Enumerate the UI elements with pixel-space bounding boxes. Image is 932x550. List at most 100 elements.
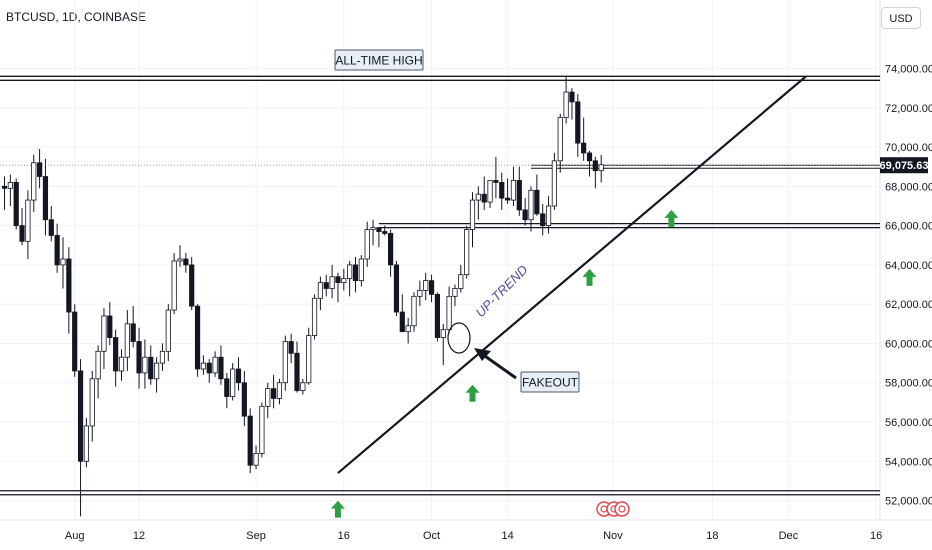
candle-body [72,311,78,372]
candle-body [545,205,552,227]
candle-body [317,282,324,299]
candle-body [364,229,370,260]
candle-body [446,295,452,331]
price-tick-label: 74,000.00 [885,64,932,76]
fakeout-label: FAKEOUT [522,376,579,390]
last-price-label: 69,075.63 [880,160,929,172]
candle-body [510,180,517,201]
candle-body [265,388,271,407]
candle-body [224,378,230,397]
candle-body [241,382,247,417]
fakeout-box [520,371,580,393]
candle-body [25,199,31,242]
candle-body [387,233,394,266]
candle-body [7,182,13,189]
candle-body [469,199,476,230]
candle-body [259,405,265,454]
candle-body [504,197,511,201]
fakeout-arrowhead-icon [474,348,491,361]
candle-body [1,185,8,189]
candle-body [13,182,19,227]
candle-body [288,341,294,354]
candle-body [247,415,253,466]
candle-body [153,362,160,380]
candle-body [60,258,66,266]
candle-body [83,425,89,462]
up-arrow-icon [465,384,480,402]
time-axis: Aug 12 Sep 16 Oct 14 Nov 18 Dec 16 [65,530,882,542]
candle-body [329,276,335,289]
candle-body [189,264,195,307]
candle-body [306,335,312,384]
candle-body [200,362,206,370]
currency-button[interactable]: USD [881,7,921,29]
candle-body [37,162,43,177]
candle-body [136,341,142,374]
price-tick-label: 72,000.00 [885,103,932,115]
price-tick-label: 66,000.00 [885,221,932,233]
price-tick-label: 64,000.00 [885,260,932,272]
candle-body [130,323,136,342]
price-axis: 52,000.00 54,000.00 56,000.00 58,000.00 60,0… [880,64,932,508]
time-tick-label: Aug [65,530,85,542]
candle-body [48,219,54,236]
fakeout-circle [447,322,471,354]
up-arrow-icon [582,268,597,286]
candle-body [270,388,277,399]
candle-body [428,280,435,295]
candle-body [534,189,540,215]
candle-body [417,290,423,297]
candle-body [405,325,411,333]
event-marker-inner [618,505,626,513]
time-tick-label: 16 [338,530,350,542]
candle-body [89,378,95,427]
candle-body [107,315,113,338]
time-tick-label: Oct [423,530,440,542]
candle-body [528,189,534,221]
candle-body [276,382,283,399]
candle-body [475,193,481,201]
up-arrows [330,209,679,518]
price-tick-label: 60,000.00 [885,338,932,350]
up-arrow-icon [330,500,345,518]
candle-body [66,258,72,313]
candle-body [575,101,581,144]
candle-body [370,227,376,230]
candle-body [19,225,25,242]
candle-body [563,91,569,119]
candle-body [183,258,189,266]
price-tick-label: 52,000.00 [885,496,932,508]
trendline [337,75,807,474]
time-tick-label: 14 [501,530,513,542]
candle-body [464,229,470,276]
candle-body [142,356,148,374]
candle-body [294,352,300,391]
all-time-high-label: ALL-TIME HIGH [335,54,422,68]
price-tick-label: 62,000.00 [885,299,932,311]
candle-body [352,264,359,282]
time-tick-label: Dec [779,530,799,542]
candle-body [487,180,493,203]
candle-body [440,329,446,338]
candle-body [171,260,177,311]
candle-body [311,297,318,337]
candle-body [194,305,201,370]
candle-body [212,356,218,374]
annotations: ALL-TIME HIGH FAKEOUT UP-TREND [334,49,630,517]
candle-body [118,356,125,372]
candle-body [282,341,288,384]
candle-body [382,231,388,234]
candle-body [230,368,236,397]
symbol-title: BTCUSD, 1D, COINBASE [6,10,147,24]
candle-body [95,350,101,380]
candle-body [31,162,37,201]
candle-body [347,264,353,280]
uptrend-label: UP-TREND [473,262,531,320]
candle-body [335,276,341,283]
price-tick-label: 54,000.00 [885,456,932,468]
candle-body [411,295,417,327]
candle-body [148,356,154,380]
candle-body [586,152,593,162]
candle-body [165,309,171,352]
